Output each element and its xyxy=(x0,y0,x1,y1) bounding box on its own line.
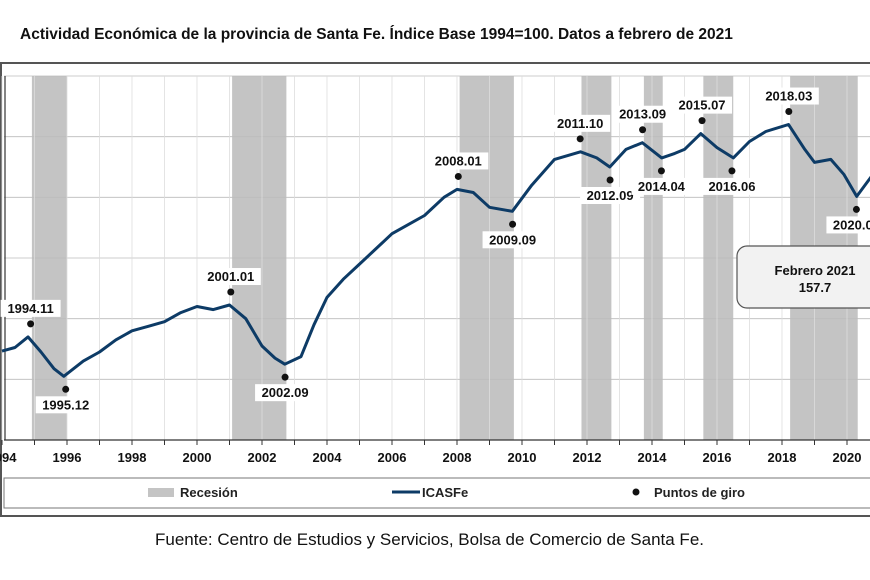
turning-point xyxy=(454,172,462,180)
x-tick-label: 2018 xyxy=(768,450,797,465)
annotation-box: Febrero 2021 157.7 xyxy=(736,245,870,309)
turning-point-label: 2001.01 xyxy=(207,269,254,284)
x-tick-label: 1998 xyxy=(118,450,147,465)
turning-point-label-bg xyxy=(482,231,543,249)
chart-frame xyxy=(0,62,870,517)
x-tick-label: 2012 xyxy=(573,450,602,465)
x-tick-label: 2006 xyxy=(378,450,407,465)
turning-point xyxy=(281,373,289,381)
legend-icasfe: ICASFe xyxy=(422,485,468,500)
turning-point xyxy=(62,385,70,393)
legend: Recesión ICASFe Puntos de giro xyxy=(3,477,870,509)
turning-point xyxy=(639,126,647,134)
turning-point-label-bg xyxy=(701,177,762,195)
turning-point-label: 1994.11 xyxy=(7,301,53,316)
turning-point-label: 1995.12 xyxy=(42,397,89,412)
turning-point-label-bg xyxy=(672,96,733,114)
turning-point-label: 2013.09 xyxy=(619,107,666,122)
turning-point xyxy=(509,220,517,228)
turning-point-label-bg xyxy=(255,384,316,402)
turning-point-label: 2014.04 xyxy=(638,179,686,194)
legend-recession-swatch xyxy=(148,488,174,497)
turning-point-label-bg xyxy=(826,216,870,234)
x-tick-label: 2000 xyxy=(183,450,212,465)
turning-point xyxy=(728,167,736,175)
turning-point xyxy=(698,117,706,125)
turning-point-label-bg xyxy=(758,87,819,105)
source-note: Fuente: Centro de Estudios y Servicios, … xyxy=(155,530,704,549)
turning-point-label-bg xyxy=(428,152,489,170)
turning-point-label: 2009.09 xyxy=(489,232,536,247)
icasfe-line xyxy=(1,123,870,378)
turning-point xyxy=(657,167,665,175)
x-tick-label: 2004 xyxy=(313,450,343,465)
x-tick-label: 2016 xyxy=(703,450,732,465)
x-tick-label: 2014 xyxy=(638,450,668,465)
turning-point-label: 2020.04 xyxy=(833,217,870,232)
x-tick-label: 1994 xyxy=(0,450,17,465)
turning-point xyxy=(227,288,235,296)
x-tick-label: 2010 xyxy=(508,450,537,465)
x-tick-label: 1996 xyxy=(53,450,82,465)
chart-title: Actividad Económica de la provincia de S… xyxy=(20,26,733,43)
turning-point xyxy=(27,320,35,328)
turning-point xyxy=(852,205,860,213)
turning-point-label-bg xyxy=(35,396,96,414)
x-tick-label: 2020 xyxy=(833,450,862,465)
turning-point xyxy=(606,176,614,184)
turning-point-label-bg xyxy=(631,177,692,195)
turning-point-label: 2008.01 xyxy=(435,153,482,168)
annotation-date: Febrero 2021 xyxy=(775,263,856,278)
turning-point-label: 2012.09 xyxy=(587,188,634,203)
legend-recession: Recesión xyxy=(180,485,238,500)
turning-point-label: 2002.09 xyxy=(262,385,309,400)
annotation-value: 157.7 xyxy=(799,280,832,295)
turning-point-label: 2011.10 xyxy=(557,116,603,131)
turning-point-label: 2018.03 xyxy=(765,89,812,104)
legend-turning-points: Puntos de giro xyxy=(654,485,745,500)
x-tick-label: 2008 xyxy=(443,450,472,465)
turning-point xyxy=(785,108,793,116)
turning-point-label-bg xyxy=(580,187,641,204)
x-tick-label: 2002 xyxy=(248,450,277,465)
turning-point-label-bg xyxy=(612,105,673,123)
turning-point-label-bg xyxy=(550,114,611,132)
turning-point-label-bg xyxy=(0,299,61,317)
turning-point-label: 2015.07 xyxy=(679,98,726,113)
turning-point-label-bg xyxy=(200,268,261,286)
legend-point-swatch xyxy=(632,488,640,496)
turning-point xyxy=(576,135,584,143)
turning-point-label: 2016.06 xyxy=(708,179,755,194)
